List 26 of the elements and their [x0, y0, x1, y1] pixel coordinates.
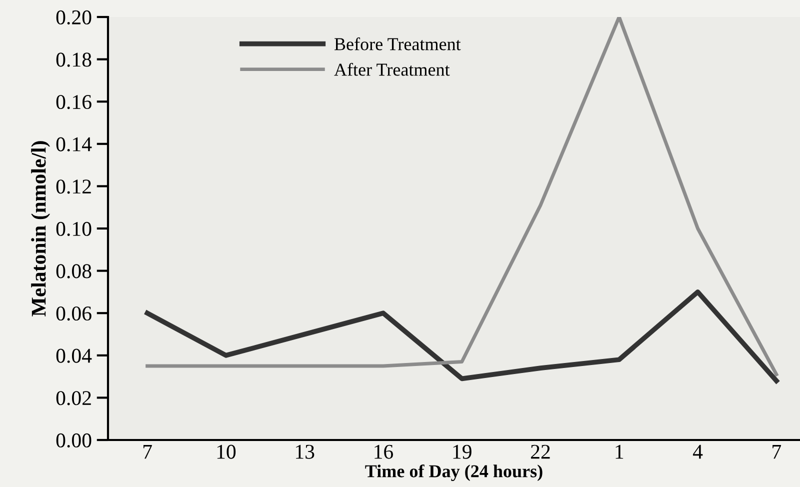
y-tick-label: 0.18 — [56, 52, 92, 67]
y-tick-label: 0.06 — [56, 306, 92, 321]
y-tick-label: 0.16 — [56, 94, 92, 110]
x-tick-label: 16 — [374, 444, 394, 459]
line-series — [144, 290, 779, 384]
x-axis-title: Time of Day (24 hours) — [365, 464, 542, 482]
y-tick-label: 0.08 — [56, 264, 92, 278]
x-tick-label: 7 — [772, 444, 782, 459]
y-tick-label: 0.14 — [56, 137, 92, 152]
x-tick-label: 10 — [217, 444, 236, 459]
y-tick-label: 0.20 — [56, 10, 92, 25]
legend-label: After Treatment — [334, 62, 450, 76]
x-tick-label: 22 — [531, 444, 550, 459]
line-series — [146, 17, 778, 376]
y-tick-label: 0.00 — [56, 433, 92, 448]
y-tick-label: 0.10 — [56, 222, 92, 236]
x-tick-label: 19 — [453, 444, 472, 459]
legend-label: Before Treatment — [334, 37, 461, 50]
x-tick-label: 7 — [143, 444, 152, 459]
y-tick-label: 0.04 — [56, 348, 92, 363]
y-tick-label: 0.12 — [56, 180, 91, 194]
y-axis-title: Melatonin (nmole/l) — [31, 141, 50, 316]
x-tick-label: 13 — [296, 444, 314, 459]
x-tick-label: 1 — [616, 444, 624, 459]
x-tick-label: 4 — [692, 444, 703, 459]
y-tick-label: 0.02 — [56, 391, 91, 406]
